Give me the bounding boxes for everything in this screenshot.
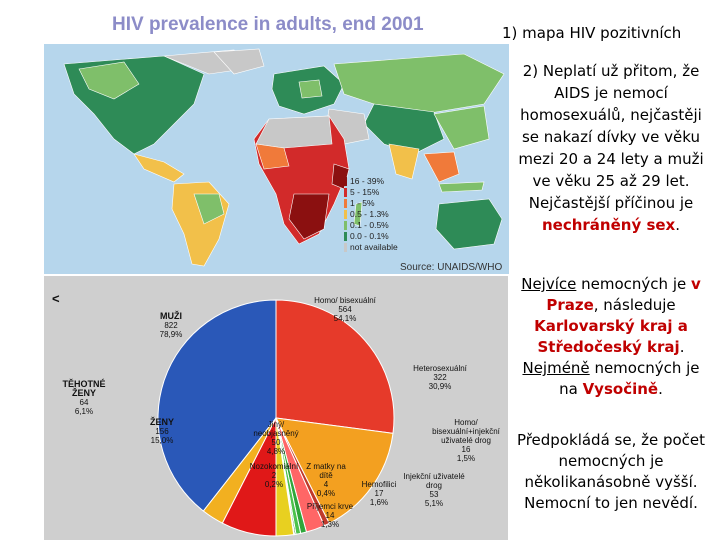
pie-label-nosocomial: Nozokomiální 2 0,2% <box>248 462 300 489</box>
pie-label-hemophiliacs: Hemofilici 17 1,6% <box>356 480 402 507</box>
slice-name: Hemofilici <box>361 480 397 489</box>
slice-name: Příjemci krve <box>306 502 354 511</box>
pie-label-hetero: Heterosexuální 322 30,9% <box>400 364 480 391</box>
slice-name: Injekční uživatelé drog <box>403 472 465 490</box>
pie-slice-transmission <box>275 299 395 434</box>
pie-label-women: ŽENY 156 15,0% <box>142 417 182 446</box>
slice-name: Jiný/ neobjasněný <box>253 420 299 438</box>
slice-count: 564 <box>338 305 352 314</box>
pie-label-drugs: Injekční uživatelé drog 53 5,1% <box>402 472 466 508</box>
legend-swatch <box>344 188 347 197</box>
text-estimate: Předpokládá se, že počet nemocných je ně… <box>516 431 706 512</box>
legend-label: 0.5 - 1.3% <box>350 209 389 219</box>
legend-swatch <box>344 177 347 186</box>
map-legend: 16 - 39% 5 - 15% 1 - 5% 0.5 - 1.3% 0.1 -… <box>344 176 398 253</box>
legend-swatch <box>344 221 347 230</box>
legend-item: 0.5 - 1.3% <box>344 209 398 220</box>
pie-graphic <box>157 299 395 537</box>
slice-pct: 4,8% <box>266 447 286 456</box>
slice-name: TĚHOTNÉ ŽENY <box>62 379 106 398</box>
back-arrow-icon[interactable]: < <box>52 291 60 306</box>
map-source: Source: UNAIDS/WHO <box>400 262 503 273</box>
slice-pct: 1,6% <box>369 498 389 507</box>
slice-pct: 0,2% <box>264 480 284 489</box>
pie-slice-transmission <box>275 417 295 537</box>
legend-swatch <box>344 210 347 219</box>
slice-name: Z matky na dítě <box>306 462 346 480</box>
legend-item: 0.0 - 0.1% <box>344 231 398 242</box>
legend-label: 5 - 15% <box>350 187 380 197</box>
slice-pct: 15,0% <box>150 436 174 445</box>
legend-swatch <box>344 232 347 241</box>
legend-item: not available <box>344 242 398 253</box>
slice-pct: 1,3% <box>320 520 340 529</box>
slice-count: 16 <box>461 445 471 454</box>
text-point-1: 1) mapa HIV pozitivních <box>502 24 682 42</box>
text-emphasis: Nejvíce <box>521 275 577 293</box>
pie-chart-panel: < MUŽI 822 78,9% TĚHOTNÉ ŽENY 64 6,1% ŽE… <box>44 276 508 540</box>
text-body: . <box>679 338 685 356</box>
pie-slice-transmission <box>275 417 394 524</box>
text-body: . <box>658 380 663 398</box>
legend-label: 16 - 39% <box>350 176 385 186</box>
text-body: nemocných je <box>576 275 691 293</box>
slice-pct: 0,4% <box>316 489 336 498</box>
world-map-graphic <box>63 48 505 267</box>
text-regions: Nejvíce nemocných je v Praze, následuje … <box>512 274 710 400</box>
legend-label: 0.1 - 0.5% <box>350 220 389 230</box>
slice-name: Homo/ bisexuální+injekční uživatelé drog <box>432 418 500 445</box>
legend-item: 0.1 - 0.5% <box>344 220 398 231</box>
slice-pct: 54,1% <box>333 314 357 323</box>
map-title: HIV prevalence in adults, end 2001 <box>112 14 424 35</box>
legend-swatch <box>344 199 347 208</box>
slice-name: Homo/ bisexuální <box>314 296 376 305</box>
slice-count: 53 <box>429 490 439 499</box>
hiv-world-map <box>44 44 509 274</box>
legend-label: 1 - 5% <box>350 198 375 208</box>
legend-item: 1 - 5% <box>344 198 398 209</box>
slice-count: 17 <box>374 489 384 498</box>
text-body: nemocných je na <box>559 359 700 398</box>
text-highlight: nechráněný sex <box>541 216 676 234</box>
slice-pct: 5,1% <box>424 499 444 508</box>
pie-slice-men <box>157 299 277 512</box>
text-body: . <box>675 216 681 234</box>
slice-count: 50 <box>271 438 281 447</box>
slice-name: MUŽI <box>160 311 182 321</box>
pie-label-homo: Homo/ bisexuální 564 54,1% <box>314 296 376 323</box>
slice-count: 14 <box>325 511 335 520</box>
text-highlight: Karlovarský kraj a Středočeský kraj <box>534 317 688 356</box>
pie-label-pregnant: TĚHOTNÉ ŽENY 64 6,1% <box>62 379 106 417</box>
pie-label-mother: Z matky na dítě 4 0,4% <box>306 462 346 498</box>
slice-pct: 6,1% <box>74 407 94 416</box>
slice-count: 2 <box>271 471 277 480</box>
slice-pct: 30,9% <box>428 382 452 391</box>
pie-label-men: MUŽI 822 78,9% <box>146 311 196 340</box>
pie-label-blood: Příjemci krve 14 1,3% <box>300 502 360 529</box>
legend-label: not available <box>350 242 398 252</box>
slice-name: Heterosexuální <box>413 364 467 373</box>
slice-count: 4 <box>323 480 329 489</box>
text-emphasis: Nejméně <box>522 359 590 377</box>
slice-count: 156 <box>155 427 169 436</box>
slice-count: 64 <box>79 398 89 407</box>
slice-pct: 1,5% <box>456 454 476 463</box>
text-highlight: Vysočině <box>582 380 659 398</box>
pie-label-homo-drugs: Homo/ bisexuální+injekční uživatelé drog… <box>424 418 508 463</box>
text-body: 2) Neplatí už přitom, že AIDS je nemocí … <box>518 62 704 212</box>
legend-swatch <box>344 243 347 252</box>
legend-item: 5 - 15% <box>344 187 398 198</box>
slice-count: 822 <box>164 321 178 330</box>
legend-label: 0.0 - 0.1% <box>350 231 389 241</box>
pie-label-other: Jiný/ neobjasněný 50 4,8% <box>250 420 302 456</box>
slice-name: ŽENY <box>149 417 174 427</box>
text-body: , následuje <box>593 296 676 314</box>
slice-name: Nozokomiální <box>249 462 299 471</box>
slice-count: 322 <box>433 373 447 382</box>
text-highlight: v Praze <box>546 275 701 314</box>
text-point-2: 2) Neplatí už přitom, že AIDS je nemocí … <box>512 60 710 236</box>
legend-item: 16 - 39% <box>344 176 398 187</box>
slice-pct: 78,9% <box>159 330 183 339</box>
